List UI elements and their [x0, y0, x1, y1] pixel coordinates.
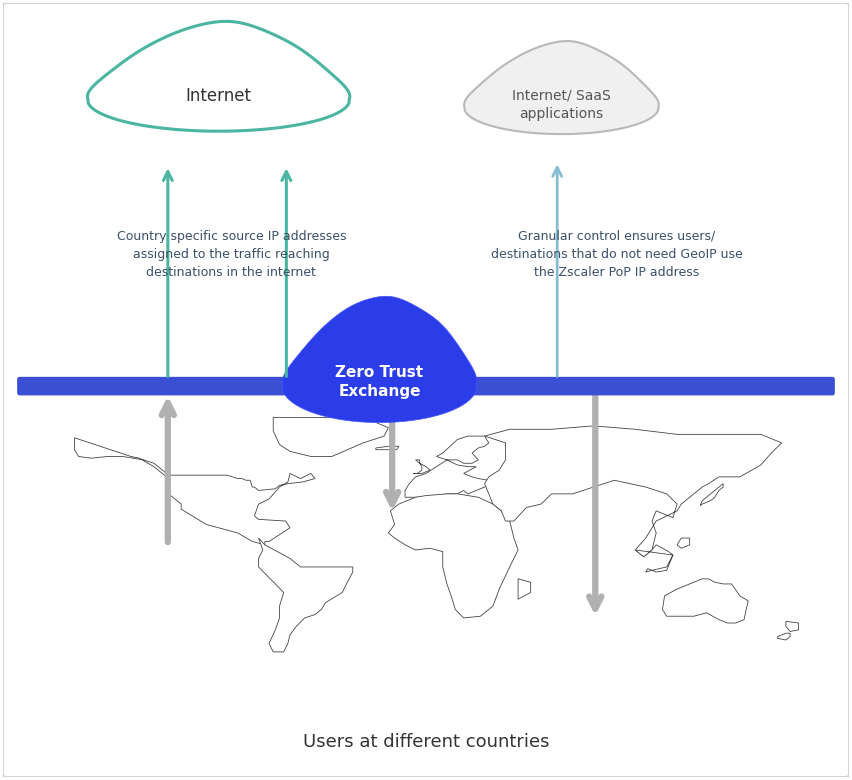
Polygon shape	[485, 426, 782, 557]
Polygon shape	[376, 446, 399, 450]
Polygon shape	[636, 545, 673, 572]
Polygon shape	[259, 538, 353, 652]
Polygon shape	[518, 579, 531, 599]
Text: Internet/ SaaS
applications: Internet/ SaaS applications	[512, 88, 611, 121]
Polygon shape	[700, 484, 723, 505]
Polygon shape	[786, 622, 798, 632]
Polygon shape	[677, 538, 689, 548]
Polygon shape	[88, 21, 350, 131]
Polygon shape	[778, 633, 790, 640]
Text: Zero Trust
Exchange: Zero Trust Exchange	[336, 365, 423, 399]
Text: Users at different countries: Users at different countries	[302, 733, 550, 751]
Polygon shape	[663, 579, 748, 623]
Polygon shape	[273, 417, 389, 456]
Text: Internet: Internet	[186, 87, 251, 105]
Polygon shape	[282, 296, 477, 423]
Polygon shape	[74, 438, 315, 545]
Polygon shape	[389, 494, 518, 618]
Text: Granular control ensures users/
destinations that do not need GeoIP use
the Zsca: Granular control ensures users/ destinat…	[491, 230, 742, 279]
Text: Country specific source IP addresses
assigned to the traffic reaching
destinatio: Country specific source IP addresses ass…	[117, 230, 346, 279]
Polygon shape	[405, 436, 489, 498]
Polygon shape	[464, 41, 659, 134]
Polygon shape	[413, 460, 430, 473]
FancyBboxPatch shape	[17, 377, 835, 395]
